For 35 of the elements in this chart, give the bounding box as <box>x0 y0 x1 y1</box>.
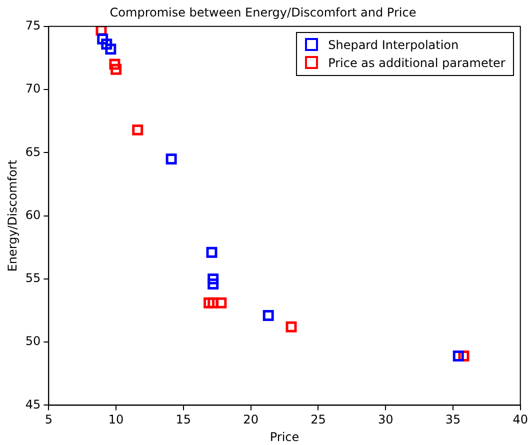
point <box>204 297 215 308</box>
y-tick-label: 50 <box>25 334 41 348</box>
x-tick-label: 10 <box>108 412 124 427</box>
point <box>208 278 219 290</box>
y-tick-label: 70 <box>25 82 41 96</box>
y-tick-label: 55 <box>25 271 41 286</box>
y-tick-label: 75 <box>25 18 41 33</box>
x-tick-label: 15 <box>176 412 192 427</box>
x-tick-label: 30 <box>378 412 394 427</box>
point <box>206 246 218 258</box>
x-tick-label: 40 <box>512 412 528 427</box>
x-tick-label: 35 <box>445 412 461 427</box>
point <box>286 321 297 332</box>
point <box>132 124 144 136</box>
legend-label: Price as additional parameter <box>327 55 506 72</box>
y-axis-title: Energy/Discomfort <box>5 160 20 272</box>
x-tick-label: 25 <box>310 412 326 427</box>
point <box>109 58 120 70</box>
point <box>110 64 122 75</box>
y-tick-label: 65 <box>25 144 41 159</box>
x-tick-label: 5 <box>44 412 52 427</box>
x-axis-title: Price <box>270 430 300 444</box>
x-tick-label: 20 <box>243 412 258 427</box>
y-tick-label: 45 <box>25 397 41 412</box>
point <box>97 34 108 45</box>
y-tick-label: 60 <box>25 208 41 222</box>
point <box>166 153 177 164</box>
point <box>208 273 219 284</box>
chart-title: Compromise between Energy/Discomfort and Price <box>110 5 416 20</box>
point <box>216 297 227 308</box>
point <box>105 44 116 55</box>
point <box>262 310 274 322</box>
legend-label: Shepard Interpolation <box>327 37 460 54</box>
point <box>452 350 464 362</box>
point <box>101 38 112 50</box>
